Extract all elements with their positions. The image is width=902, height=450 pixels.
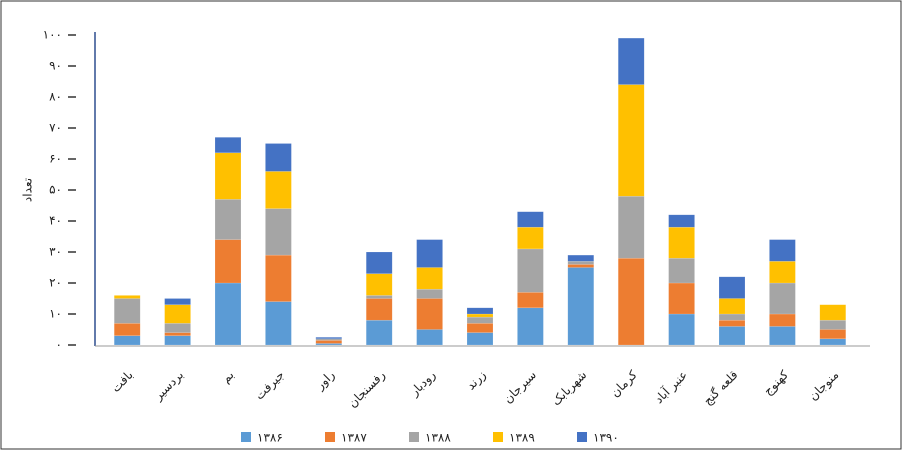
y-tick-label: ۳۰ [49,245,62,259]
bar-segment [466,307,494,315]
bar-segment [466,316,494,324]
bar-segment [567,264,595,268]
bar-segment [668,226,695,259]
bar-segment [567,261,595,265]
bar-segment [517,226,544,250]
bar-segment [214,199,242,240]
bar-segment [466,323,494,333]
bar-segment [164,332,191,336]
bar-segment [769,282,796,315]
bar-segment [668,313,695,346]
legend-label: ۱۳۸۹ [509,431,535,445]
bar-segment [718,326,746,346]
bar-segment [113,335,141,346]
y-tick-label: ۴۰ [49,214,62,228]
bar-segment [517,211,544,228]
bar-segment [365,251,393,274]
bar-segment [819,329,847,340]
legend-swatch [325,432,335,442]
bar-segment [769,261,796,284]
bar-segment [617,84,645,197]
bar-segment [164,335,191,346]
legend-swatch [577,432,587,442]
bar-segment [365,298,393,321]
y-tick-label: ۱۰۰ [43,28,62,42]
bar-segment [214,152,242,200]
bar-segment [517,248,544,293]
y-tick-label: ۷۰ [49,121,62,135]
bar-segment [315,340,343,344]
bar-segment [113,295,141,299]
bar-segment [265,208,292,256]
bar-segment [466,332,494,346]
bar-segment [668,257,695,284]
y-tick-label: ۸۰ [49,90,62,104]
bar-segment [668,282,695,315]
bar-segment [416,329,443,346]
bar-segment [819,338,847,346]
y-tick-label: ۱۰ [49,307,62,321]
bar-segment [466,313,494,318]
bar-segment [315,337,343,340]
bar-segment [416,239,443,268]
bar-segment [113,323,141,336]
bar-segment [365,319,393,346]
bar-segment [365,295,393,299]
y-tick-label: ۰ [56,338,62,352]
bar-segment [416,298,443,330]
bar-segment [617,257,645,346]
legend-swatch [493,432,503,442]
y-tick-label: ۹۰ [49,59,62,73]
bar-segment [819,319,847,330]
y-tick-label: ۶۰ [49,152,62,166]
bar-segment [718,276,746,299]
bar-segment [769,239,796,262]
bar-segment [164,304,191,324]
bar-segment [164,323,191,333]
bar-segment [617,37,645,85]
bar-segment [113,298,141,324]
legend-label: ۱۳۸۷ [341,431,367,445]
bar-segment [567,254,595,262]
bar-segment [265,171,292,209]
y-tick-label: ۵۰ [49,183,62,197]
legend-label: ۱۳۸۸ [425,431,451,445]
bar-segment [769,313,796,327]
bar-segment [265,254,292,302]
y-tick-label: ۲۰ [49,276,62,290]
bar-segment [517,292,544,309]
bar-segment [214,239,242,284]
legend-swatch [241,432,251,442]
bar-segment [214,282,242,346]
bar-segment [164,298,191,305]
bar-segment [567,267,595,346]
bar-segment [668,214,695,228]
legend-label: ۱۳۸۶ [257,431,283,445]
legend-label: ۱۳۹۰ [593,431,619,445]
bar-segment [265,301,292,346]
bar-segment [416,267,443,290]
bar-segment [517,307,544,346]
bar-segment [769,326,796,346]
y-axis-label: تعداد [21,178,35,202]
bar-segment [214,137,242,154]
bar-segment [718,298,746,315]
bar-segment [718,313,746,321]
bar-segment [416,288,443,299]
legend-swatch [409,432,419,442]
bar-segment [819,304,847,321]
bar-segment [718,319,746,327]
bar-segment [265,143,292,172]
bar-segment [365,273,393,296]
bar-segment [617,195,645,259]
